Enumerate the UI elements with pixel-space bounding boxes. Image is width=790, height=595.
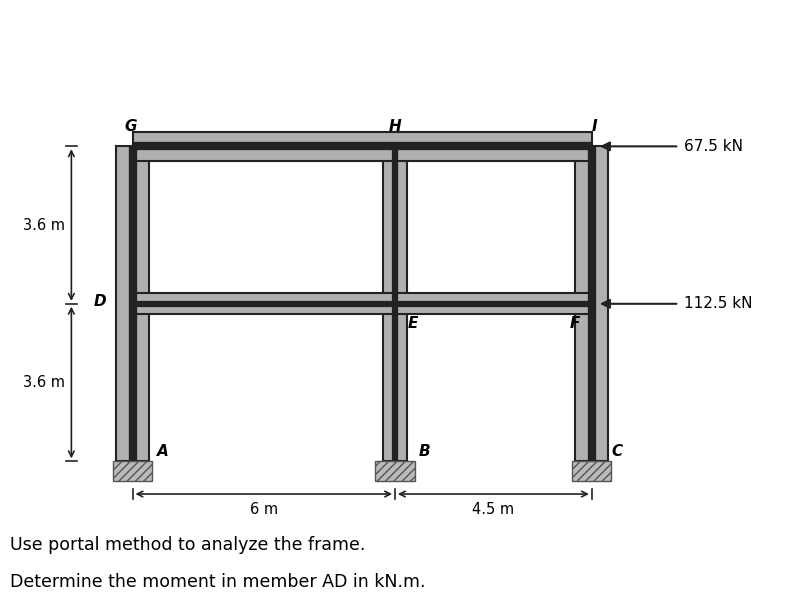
- Text: C: C: [611, 444, 623, 459]
- Text: A: A: [156, 444, 168, 459]
- Text: 6 m: 6 m: [250, 502, 278, 517]
- Text: 112.5 kN: 112.5 kN: [683, 296, 752, 311]
- Text: 67.5 kN: 67.5 kN: [683, 139, 743, 154]
- Text: D: D: [94, 294, 107, 309]
- Bar: [572, 461, 611, 481]
- FancyBboxPatch shape: [133, 293, 592, 314]
- FancyBboxPatch shape: [116, 146, 149, 461]
- Text: Determine the moment in member AD in kN.m.: Determine the moment in member AD in kN.…: [10, 573, 426, 591]
- Text: H: H: [389, 119, 401, 134]
- Text: G: G: [124, 119, 137, 134]
- Text: B: B: [419, 444, 431, 459]
- Text: E: E: [408, 316, 418, 331]
- Bar: [375, 461, 415, 481]
- Text: I: I: [591, 119, 596, 134]
- Text: F: F: [569, 316, 580, 331]
- Text: Use portal method to analyze the frame.: Use portal method to analyze the frame.: [10, 536, 366, 553]
- FancyBboxPatch shape: [575, 146, 608, 461]
- Text: 4.5 m: 4.5 m: [472, 502, 514, 517]
- FancyBboxPatch shape: [382, 146, 408, 461]
- FancyBboxPatch shape: [133, 132, 592, 161]
- Text: 3.6 m: 3.6 m: [23, 375, 65, 390]
- Text: 3.6 m: 3.6 m: [23, 218, 65, 233]
- Bar: [113, 461, 152, 481]
